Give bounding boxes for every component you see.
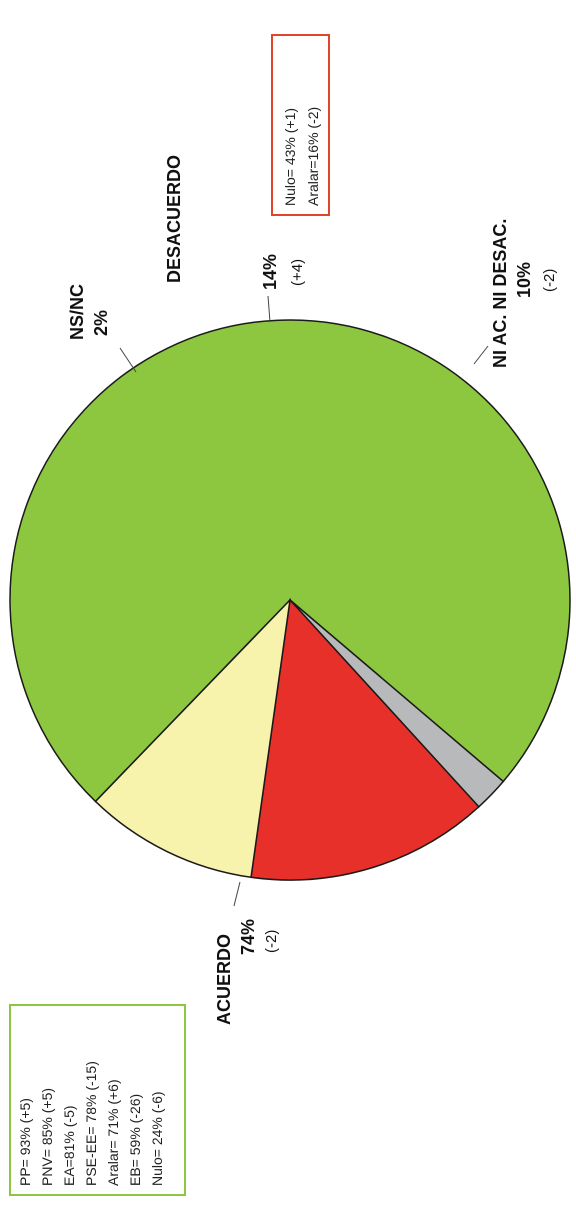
leader-line-acuerdo bbox=[233, 881, 241, 907]
red-box-line: Aralar=16% (-2) bbox=[305, 107, 321, 206]
label-desacuerdo: DESACUERDO bbox=[164, 155, 184, 283]
leader-line-ni bbox=[473, 345, 489, 365]
green-box-line: EA=81% (-5) bbox=[61, 1105, 77, 1186]
slice-label-nsnc: NS/NC bbox=[67, 284, 87, 340]
label-nsnc: NS/NC 2% bbox=[67, 284, 111, 340]
slice-label-desacuerdo: DESACUERDO bbox=[164, 155, 184, 283]
slice-value-desacuerdo: 14% bbox=[260, 254, 280, 290]
red-box-line: Nulo= 43% (+1) bbox=[282, 108, 298, 206]
slice-label-ni: NI AC. NI DESAC. bbox=[490, 219, 510, 368]
slice-change-desacuerdo: (+4) bbox=[289, 259, 306, 286]
green-box-line: PNV= 85% (+5) bbox=[39, 1088, 55, 1186]
annotation-green-border bbox=[9, 1004, 186, 1196]
leader-line-nsnc bbox=[119, 347, 137, 373]
green-box-line: PSE-EE= 78% (-15) bbox=[83, 1061, 99, 1186]
slice-desacuerdo bbox=[250, 598, 480, 881]
green-box-line: Nulo= 24% (-6) bbox=[149, 1091, 165, 1186]
slice-value-ni: 10% bbox=[514, 262, 534, 298]
pie-slices bbox=[9, 319, 571, 881]
leader-line-desacuerdo bbox=[267, 295, 271, 323]
slice-acuerdo bbox=[9, 319, 571, 803]
label-desacuerdo-values: 14% (+4) bbox=[260, 254, 306, 290]
annotation-green-box: PP= 93% (+5) PNV= 85% (+5) EA=81% (-5) P… bbox=[9, 1004, 186, 1196]
green-box-line: Aralar= 71% (+6) bbox=[105, 1079, 121, 1186]
annotation-red-border bbox=[271, 34, 330, 216]
label-ni: NI AC. NI DESAC. 10% (-2) bbox=[490, 219, 558, 368]
slice-ni bbox=[94, 597, 292, 879]
slice-value-nsnc: 2% bbox=[91, 310, 111, 336]
green-box-line: PP= 93% (+5) bbox=[17, 1098, 33, 1186]
slice-change-acuerdo: (-2) bbox=[263, 930, 280, 953]
annotation-red-box: Nulo= 43% (+1) Aralar=16% (-2) bbox=[271, 34, 330, 216]
green-box-line: EB= 59% (-26) bbox=[127, 1094, 143, 1186]
slice-label-acuerdo: ACUERDO bbox=[214, 934, 234, 1025]
label-acuerdo: ACUERDO 74% (-2) bbox=[214, 919, 280, 1025]
slice-value-acuerdo: 74% bbox=[238, 919, 258, 955]
slice-change-ni: (-2) bbox=[541, 269, 558, 292]
